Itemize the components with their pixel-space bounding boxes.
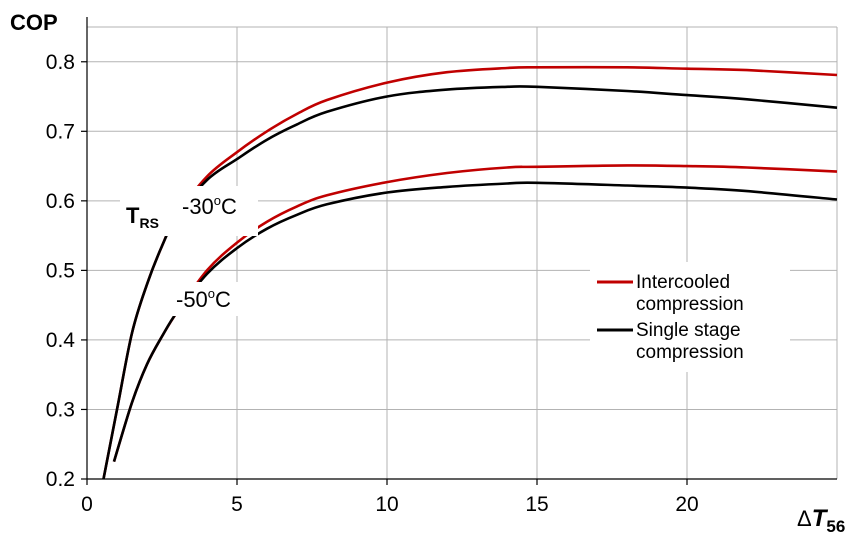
- legend-label-intercooled-1: Intercooled: [636, 272, 730, 293]
- annotation-upper-unit: C: [221, 194, 237, 219]
- x-axis-label-var: T: [812, 505, 829, 532]
- annotation-trs-sub: RS: [139, 215, 158, 231]
- annotation-lower-bg: [170, 282, 252, 316]
- y-tick-label: 0.6: [46, 190, 75, 213]
- y-tick-label: 0.2: [46, 468, 75, 491]
- x-tick-label: 5: [231, 493, 243, 516]
- annotation-lower-prefix: -50: [176, 287, 208, 312]
- x-axis-label-delta: Δ: [797, 506, 812, 531]
- y-tick-label: 0.3: [46, 398, 75, 421]
- annotation-trs: TRS: [126, 203, 159, 231]
- y-tick-label: 0.5: [46, 259, 75, 282]
- series-line-single: [102, 85, 838, 480]
- grid-layer: [87, 26, 838, 479]
- annotation-upper-bg: [120, 186, 258, 236]
- annotation-upper-prefix: -30: [182, 194, 214, 219]
- series-layer: [102, 65, 838, 480]
- y-axis-label: COP: [10, 10, 58, 35]
- x-tick-label: 20: [675, 493, 698, 516]
- x-tick-label: 0: [81, 493, 93, 516]
- x-axis-label: ΔT56: [797, 505, 845, 536]
- y-tick-label: 0.8: [46, 51, 75, 74]
- tick-layer: 0 5 10 15 20 0.2 0.3 0.4 0.5 0.6 0.7 0.8: [46, 51, 699, 516]
- annotation-upper-temp: -30oC: [182, 193, 237, 219]
- legend-bg: [590, 262, 790, 372]
- annotation-lower-unit: C: [215, 287, 231, 312]
- axis-layer: [86, 17, 837, 480]
- x-tick-label: 15: [525, 493, 548, 516]
- x-axis-label-sub: 56: [826, 517, 845, 536]
- annotation-lower-sup: o: [208, 286, 215, 301]
- annotation-upper-sup: o: [214, 193, 221, 208]
- x-tick-label: 10: [375, 493, 398, 516]
- annotation-trs-main: T: [126, 203, 140, 228]
- legend-label-single-2: compression: [636, 342, 744, 363]
- y-tick-label: 0.7: [46, 120, 75, 143]
- annotation-lower-temp: -50oC: [176, 286, 231, 312]
- series-line-single: [112, 181, 838, 462]
- legend: Intercooled compression Single stage com…: [590, 262, 790, 372]
- legend-label-intercooled-2: compression: [636, 294, 744, 315]
- legend-label-single-1: Single stage: [636, 320, 741, 341]
- y-tick-label: 0.4: [46, 329, 76, 352]
